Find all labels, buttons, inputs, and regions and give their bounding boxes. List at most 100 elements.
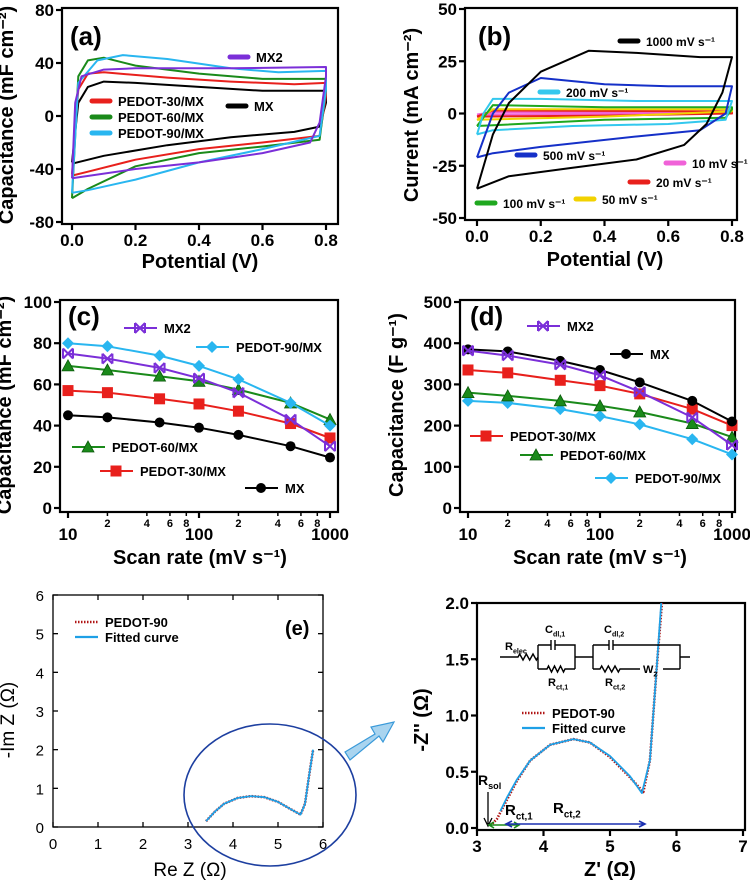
data-point-bowtie [501,349,514,362]
data-point-circle [687,395,698,406]
data-point-square [193,398,205,410]
x-axis-title: Re Z (Ω) [153,860,226,881]
base: R [505,641,513,653]
legend-label: Fitted curve [105,630,179,645]
base: R [605,677,613,689]
series-line-PEDOT-90 [205,749,315,823]
y-tick-label: 4 [36,665,44,682]
y-tick-label: 0.0 [445,819,469,838]
data-point-triangle [461,385,475,399]
panel-e-zoom: 3 4 5 6 7 0.0 0.5 1.0 1.5 2.0 Z' (Ω) -Z'' (Ω) [411,594,748,881]
x-tick-label: 0.6 [656,227,680,246]
y-tick-label: 200 [424,417,452,436]
x-tick-label: 1000 [311,525,349,544]
data-point-triangle [100,363,115,376]
x-tick-label: 0.0 [465,227,489,246]
base: R [553,800,564,817]
x-axis-title: Scan rate (mV s⁻¹) [513,547,687,569]
data-point-diamond [726,448,738,461]
data-point-bowtie [324,440,336,452]
y-tick-label: 6 [36,588,44,605]
data-point-diamond [62,337,74,350]
data-point-diamond [206,341,218,353]
legend-label: 1000 mV s⁻¹ [646,35,715,49]
rct2-double-arrow-icon [504,820,647,828]
x-tick-label: 1 [94,836,102,853]
data-point-bowtie [462,344,474,357]
x-minor-tick-label: 6 [700,518,706,530]
data-point-circle [63,410,73,421]
zoom-arrow-icon [344,721,396,761]
subscript: 2 [653,670,657,678]
y-tick-label: 2.0 [445,594,469,613]
data-point-square [554,374,566,386]
legend-label: MX [285,481,305,496]
data-point-bowtie [101,352,114,365]
data-point-diamond [232,373,245,386]
x-tick-label: 0.6 [251,231,275,250]
x-tick-label: 3 [472,837,481,856]
x-tick-label: 4 [229,836,237,853]
y-axis-title: Capacitance (mF cm⁻²) [0,296,16,514]
series-line-1000 mV s⁻¹ [476,49,733,190]
x-axis-title: Z' (Ω) [584,859,636,881]
legend-label: PEDOT-90 [552,706,615,721]
x-minor-tick-label: 4 [544,518,551,530]
data-point-bowtie [62,347,74,360]
data-point-square [462,364,474,376]
legend-label: MX2 [164,321,191,336]
x-axis-title: Potential (V) [547,249,664,271]
x-minor-tick-label: 4 [676,518,683,530]
legend-label: PEDOT-90 [105,615,168,630]
data-point-triangle [152,369,167,382]
x-tick-label: 4 [539,837,549,856]
panel-e: 0 1 2 3 4 5 6 0 1 2 3 4 5 6 Re Z (Ω) -Im Z (Ω) (e) [0,588,327,881]
legend-label: 100 mV s⁻¹ [503,197,565,211]
y-tick-label: 0 [36,820,44,837]
y-axis-title: -Z'' (Ω) [411,688,433,751]
data-point-square [101,387,113,399]
panel-a: 0.0 0.2 0.4 0.6 0.8 -80 -40 0 40 80 Potential (V) C… [0,1,340,273]
data-point-circle [256,483,266,493]
y-tick-label: -50 [432,209,457,228]
circuit-label-cdl2: Cdl,2 [604,624,624,638]
data-point-bowtie [284,413,297,426]
legend-label: 50 mV s⁻¹ [602,193,658,207]
y-tick-label: 0 [443,499,452,518]
y-tick-label: 3 [36,704,44,721]
x-minor-tick-label: 2 [235,518,241,530]
y-tick-label: 50 [438,0,457,19]
data-point-square [62,385,74,397]
series-line-100 mV s⁻¹ [476,104,733,127]
base: R [478,772,488,788]
data-point-square [232,405,244,417]
y-axis-title: Capacitance (F g⁻¹) [386,313,408,497]
data-point-diamond [686,433,699,446]
x-tick-label: 0.8 [314,231,338,250]
data-point-diamond [153,349,166,362]
y-tick-label: 0 [448,105,457,124]
data-point-triangle [81,440,95,453]
x-tick-label: 0.0 [60,231,84,250]
subscript: ct,2 [564,810,581,821]
data-point-circle [285,441,296,452]
data-point-triangle [529,448,543,461]
subscript: ct,1 [516,812,533,823]
series-line-500 mV s⁻¹ [476,77,733,159]
data-point-square [686,403,698,415]
x-minor-tick-label: 2 [637,518,643,530]
x-tick-label: 10 [459,525,478,544]
x-tick-label: 10 [59,525,78,544]
base: R [505,802,516,819]
y-tick-label: 1.0 [445,707,469,726]
legend-label: PEDOT-30/MX [118,94,204,109]
data-point-square [324,432,336,444]
legend-label: PEDOT-60/MX [560,448,646,463]
legend-label: MX [650,347,670,362]
x-tick-label: 0 [49,836,57,853]
x-minor-tick-label: 2 [104,518,110,530]
data-point-circle [102,412,113,423]
y-tick-label: 100 [24,293,52,312]
